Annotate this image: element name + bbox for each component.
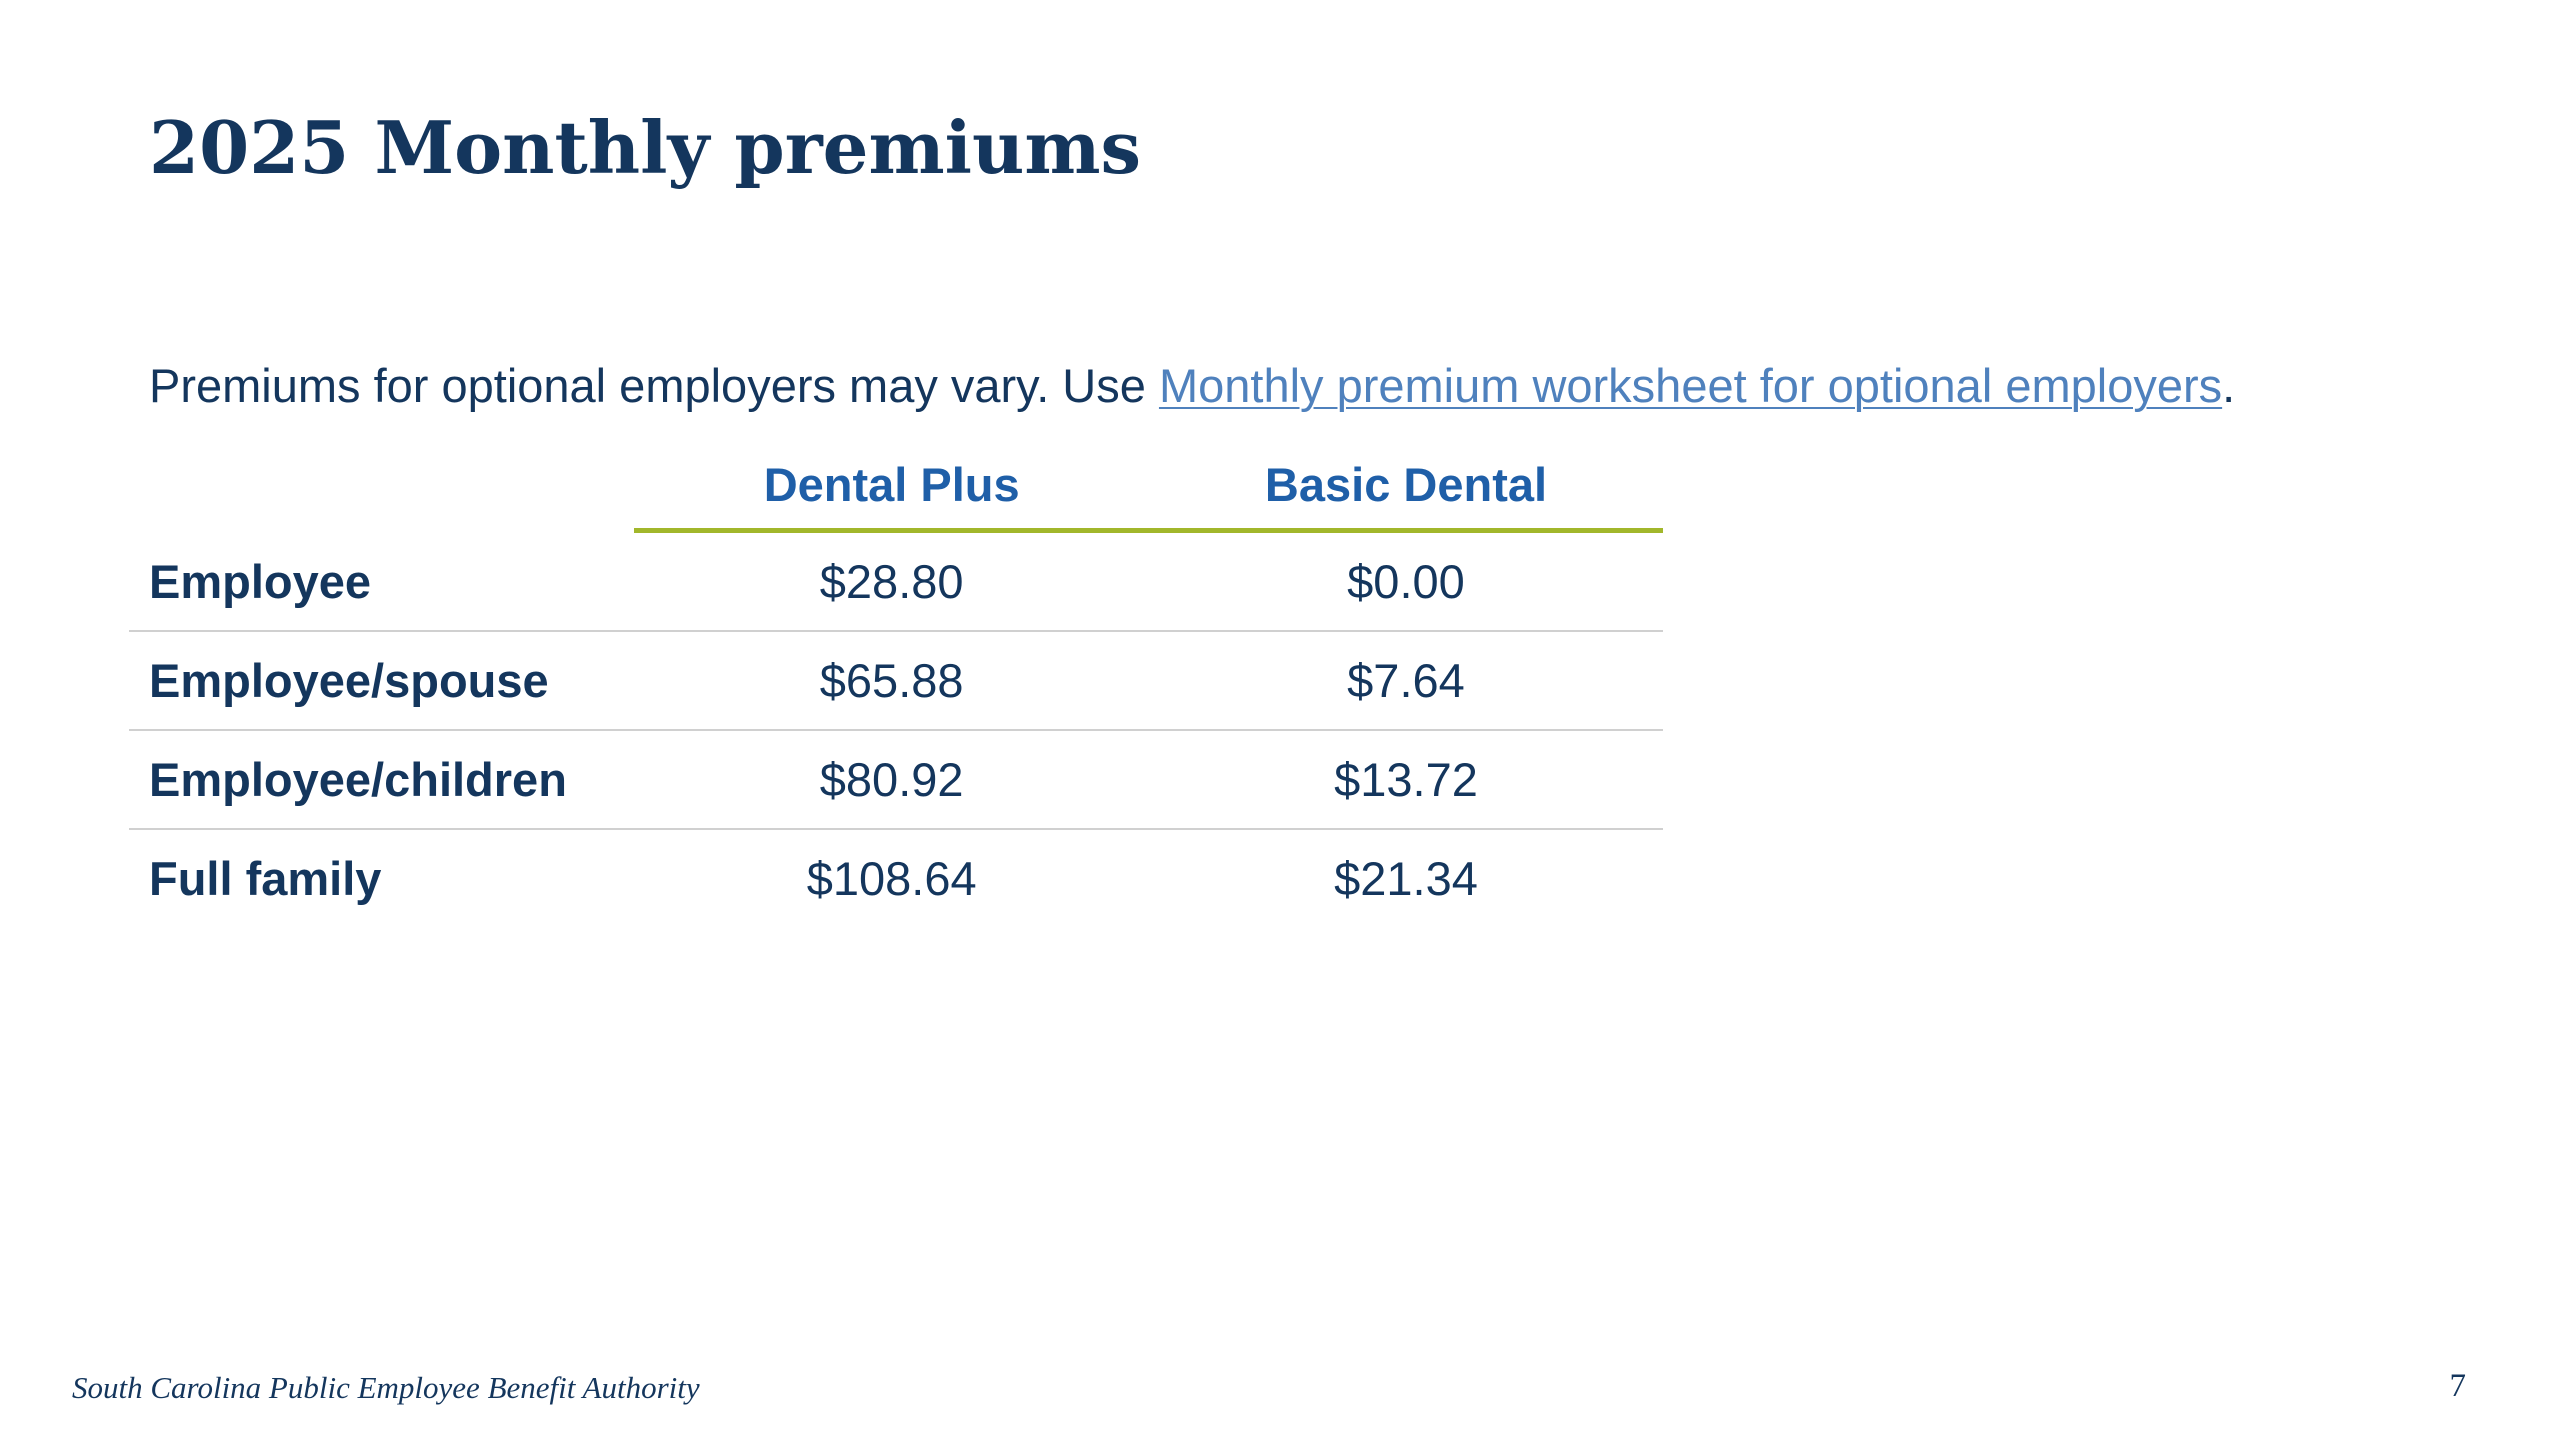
premium-worksheet-link[interactable]: Monthly premium worksheet for optional e… [1158,359,2223,412]
page-title: 2025 Monthly premiums [149,105,1142,190]
table-row: Full family $108.64 $21.34 [129,829,1663,927]
row-label-employee-children: Employee/children [129,730,635,830]
premium-table: Dental Plus Basic Dental Employee $28.80… [129,440,1663,927]
cell-basic-dental: $0.00 [1148,530,1663,632]
cell-dental-plus: $108.64 [806,852,977,905]
table-row: Employee/spouse $65.88 $7.64 [129,631,1663,731]
column-header-dental-plus: Dental Plus [634,440,1149,533]
intro-text: Premiums for optional employers may vary… [149,359,1159,412]
header-blank-cell [129,440,634,531]
cell-dental-plus: $80.92 [634,730,1149,830]
cell-basic-dental: $7.64 [1148,631,1663,731]
table-row: Employee $28.80 $0.00 [129,530,1663,632]
cell-dental-plus: $65.88 [634,631,1149,731]
cell-basic-dental: $13.72 [1148,730,1663,830]
row-label-full-family: Full family [149,852,382,905]
row-label-employee: Employee [129,530,635,632]
intro-paragraph: Premiums for optional employers may vary… [149,358,2235,414]
column-header-basic-dental: Basic Dental [1148,440,1663,533]
table-header-row: Dental Plus Basic Dental [129,440,1663,533]
row-label-employee-spouse: Employee/spouse [129,631,635,731]
page-number: 7 [2449,1368,2467,1404]
footer-organization: South Carolina Public Employee Benefit A… [72,1370,700,1405]
table-row: Employee/children $80.92 $13.72 [129,730,1663,830]
cell-basic-dental: $21.34 [1334,852,1478,905]
cell-dental-plus: $28.80 [634,530,1149,632]
intro-suffix: . [2222,359,2236,412]
